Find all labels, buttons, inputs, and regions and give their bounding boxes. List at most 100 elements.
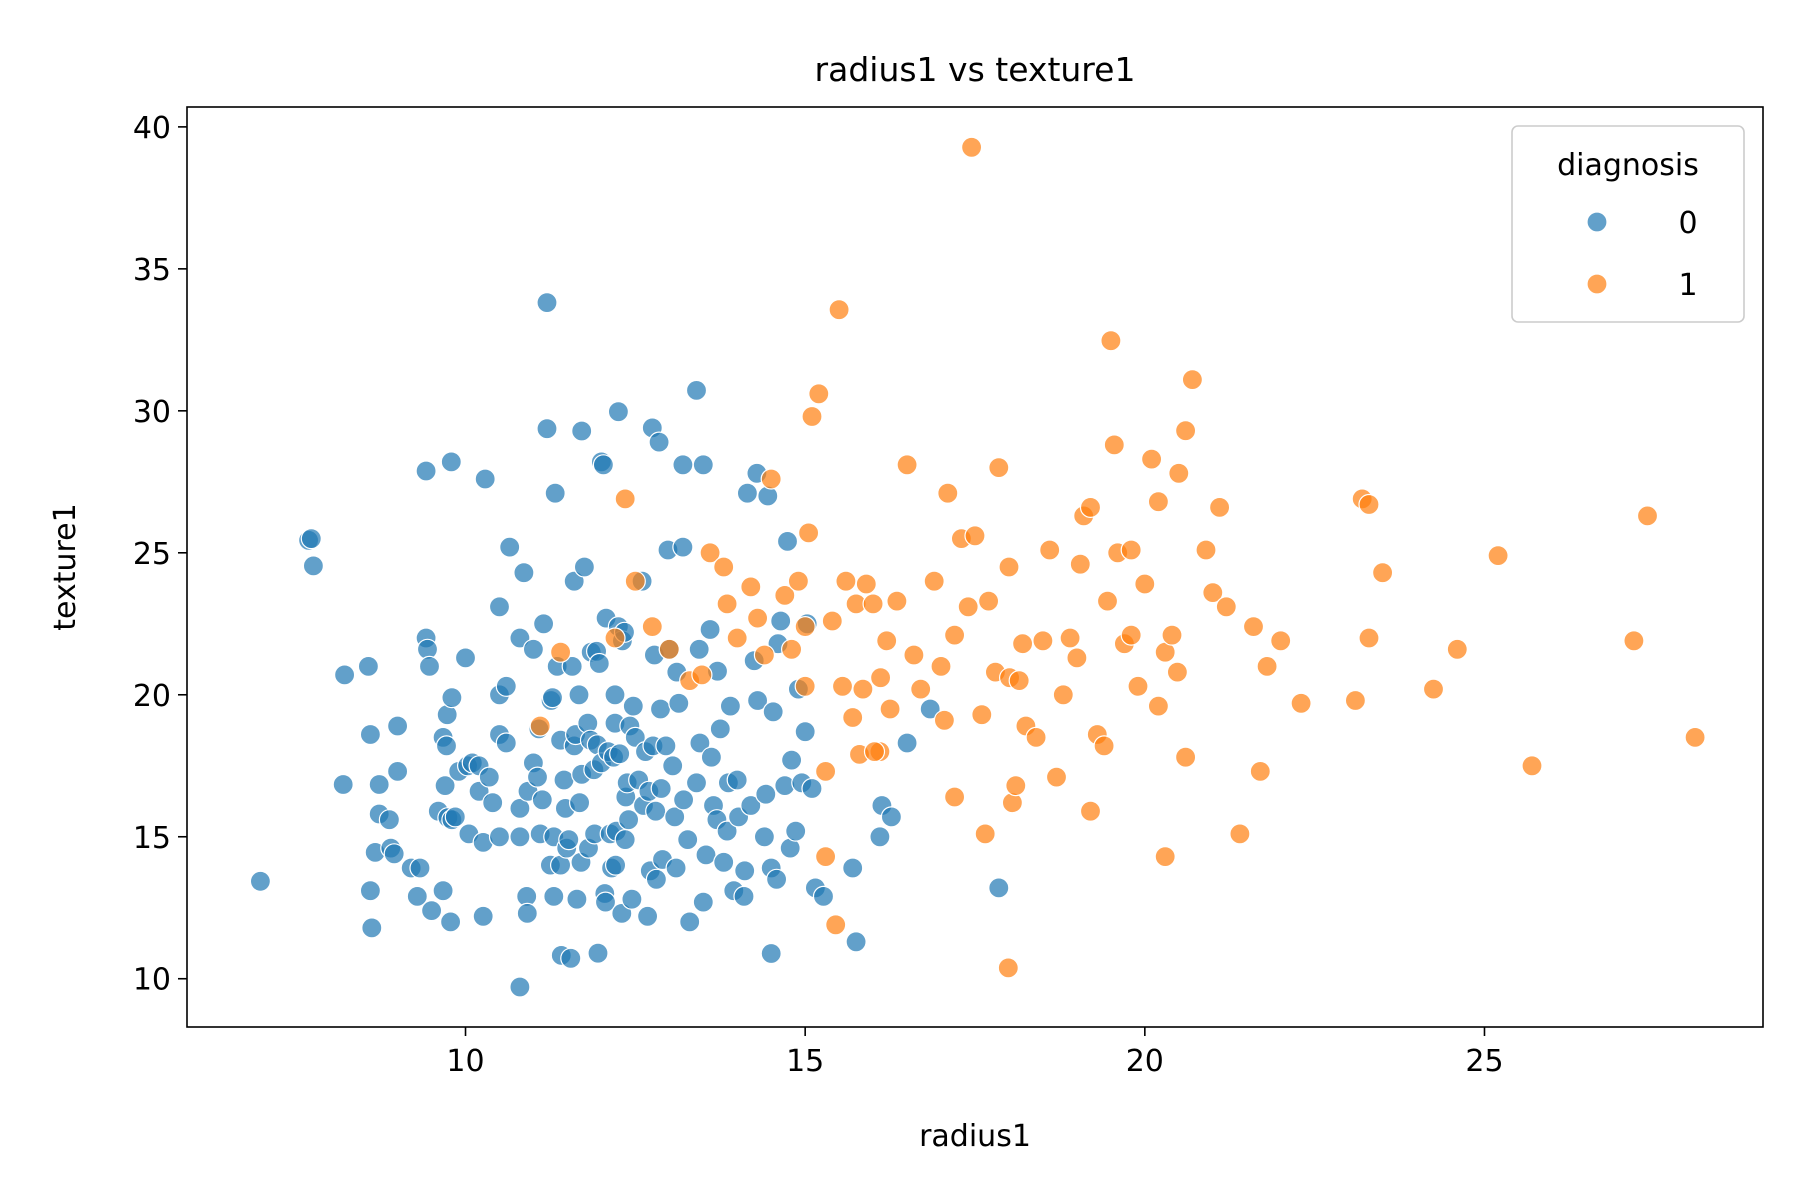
- data-point-series-1: [1025, 726, 1047, 749]
- data-point-series-0: [753, 826, 776, 848]
- data-point-series-0: [409, 857, 431, 879]
- data-point-series-0: [716, 820, 738, 842]
- legend: diagnosis 0 1: [1511, 125, 1745, 323]
- data-point-series-0: [740, 794, 762, 817]
- data-point-series-1: [1684, 726, 1706, 749]
- data-point-series-0: [495, 675, 517, 697]
- data-point-series-0: [664, 806, 686, 828]
- data-point-series-1: [529, 715, 551, 737]
- data-point-series-0: [522, 638, 545, 660]
- data-point-series-1: [1422, 678, 1445, 700]
- data-point-series-0: [672, 789, 695, 811]
- data-point-series-1: [1008, 669, 1030, 692]
- data-point-series-0: [432, 880, 454, 902]
- data-point-series-1: [1052, 684, 1074, 706]
- data-point-series-0: [668, 692, 690, 714]
- data-point-series-1: [1174, 420, 1197, 442]
- data-point-series-0: [536, 292, 558, 314]
- data-point-series-1: [903, 644, 925, 666]
- data-point-series-1: [1168, 462, 1190, 484]
- data-point-series-0: [692, 454, 714, 476]
- data-point-series-0: [677, 828, 699, 851]
- data-point-series-1: [1120, 539, 1142, 561]
- data-point-series-1: [658, 638, 680, 660]
- data-point-series-0: [478, 766, 500, 788]
- data-point-series-0: [454, 647, 477, 669]
- data-point-series-1: [1001, 792, 1024, 814]
- data-point-series-1: [1181, 369, 1204, 391]
- data-point-series-1: [1174, 746, 1197, 768]
- data-point-series-1: [1140, 448, 1163, 470]
- data-point-series-0: [604, 854, 627, 876]
- data-point-series-1: [780, 638, 803, 660]
- data-point-series-1: [1096, 590, 1119, 612]
- data-point-series-1: [1371, 562, 1394, 584]
- data-point-series-1: [614, 488, 636, 510]
- data-point-series-0: [383, 843, 405, 865]
- data-point-series-0: [988, 877, 1010, 899]
- data-point-series-1: [835, 570, 857, 592]
- data-point-series-1: [1202, 581, 1224, 604]
- data-point-series-1: [1093, 735, 1115, 757]
- legend-title: diagnosis: [1557, 148, 1699, 183]
- y-tick-label: 35: [133, 253, 171, 288]
- data-point-series-1: [1229, 823, 1251, 845]
- data-point-series-0: [361, 917, 383, 939]
- data-point-series-1: [740, 576, 762, 598]
- data-point-series-0: [444, 806, 466, 828]
- data-point-series-0: [765, 868, 788, 890]
- data-point-series-0: [499, 536, 521, 558]
- data-point-series-0: [736, 482, 759, 504]
- data-point-series-0: [513, 562, 535, 584]
- data-point-series-0: [780, 749, 803, 771]
- data-point-series-1: [879, 698, 901, 720]
- data-point-series-1: [1215, 596, 1237, 618]
- legend-label-0: 0: [1678, 206, 1697, 241]
- data-point-series-0: [617, 809, 640, 831]
- data-point-series-0: [685, 772, 708, 794]
- data-point-series-1: [1270, 630, 1292, 652]
- x-axis-label: radius1: [919, 1119, 1031, 1154]
- data-point-series-0: [421, 899, 443, 922]
- data-point-series-0: [709, 718, 731, 740]
- chart-title: radius1 vs texture1: [815, 50, 1136, 89]
- x-axis: 10 15 20 25: [446, 1027, 1504, 1079]
- data-point-series-0: [472, 905, 494, 927]
- data-point-series-1: [1487, 544, 1509, 567]
- data-point-series-0: [573, 556, 596, 578]
- data-point-series-0: [561, 655, 583, 678]
- data-point-series-0: [509, 976, 531, 998]
- data-point-series-1: [930, 655, 952, 678]
- data-point-series-0: [406, 885, 428, 908]
- data-point-series-0: [699, 618, 721, 641]
- data-point-series-0: [357, 655, 379, 678]
- data-point-series-1: [869, 667, 892, 689]
- data-point-series-1: [1161, 624, 1183, 646]
- data-point-series-1: [1120, 624, 1142, 646]
- data-point-series-1: [1154, 845, 1176, 868]
- data-point-series-0: [692, 891, 714, 913]
- data-point-series-1: [814, 760, 837, 783]
- data-point-series-0: [488, 826, 511, 848]
- data-point-series-0: [359, 723, 381, 746]
- data-point-series-1: [774, 584, 796, 607]
- x-tick-label: 25: [1465, 1044, 1503, 1079]
- y-tick-label: 20: [133, 679, 171, 714]
- data-point-series-1: [794, 675, 816, 697]
- data-point-series-0: [649, 698, 672, 720]
- data-point-series-0: [776, 530, 799, 553]
- data-point-series-1: [1242, 615, 1265, 638]
- data-point-series-1: [825, 914, 847, 936]
- data-point-series-1: [760, 468, 782, 490]
- data-point-series-0: [655, 735, 677, 757]
- data-point-series-0: [762, 701, 784, 723]
- data-point-series-0: [648, 431, 670, 453]
- data-point-series-1: [1032, 630, 1054, 652]
- data-point-series-0: [665, 857, 687, 879]
- data-point-series-1: [933, 709, 956, 731]
- data-point-series-0: [587, 942, 609, 964]
- data-point-series-1: [549, 641, 572, 663]
- data-point-series-0: [300, 527, 322, 550]
- data-point-series-0: [621, 888, 643, 910]
- data-point-series-0: [592, 454, 615, 476]
